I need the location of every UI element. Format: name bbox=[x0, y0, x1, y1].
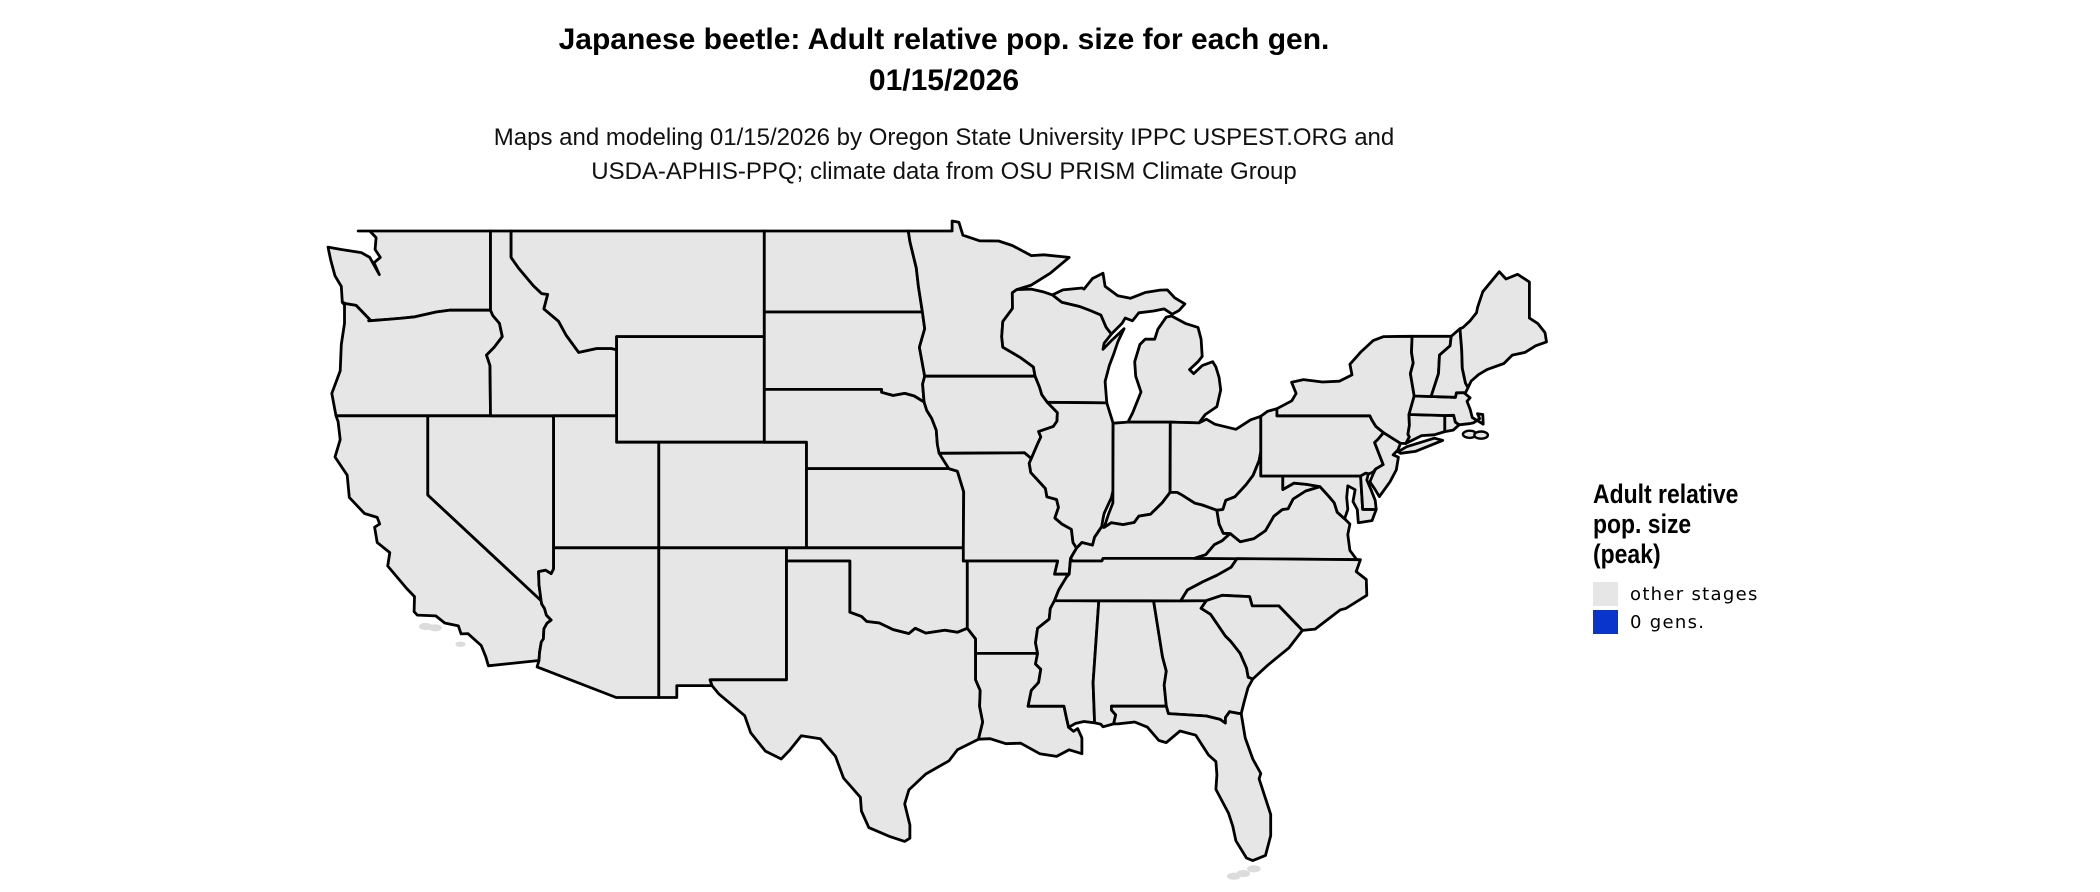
legend-item-other-stages: other stages bbox=[1593, 582, 2063, 606]
legend-title-line3: (peak) bbox=[1593, 539, 1661, 569]
state-co bbox=[657, 440, 808, 550]
state-mi-lp bbox=[1126, 314, 1223, 425]
state-il bbox=[1027, 400, 1115, 550]
state-md bbox=[1281, 474, 1378, 525]
state-nm bbox=[657, 546, 788, 699]
page-title: Japanese beetle: Adult relative pop. siz… bbox=[0, 19, 1888, 101]
state-mi-up bbox=[1051, 271, 1187, 336]
state-az bbox=[535, 546, 661, 699]
legend-title: Adult relative pop. size (peak) bbox=[1593, 479, 1993, 569]
legend-item-0-gens: 0 gens. bbox=[1593, 610, 2063, 634]
legend-items: other stages 0 gens. bbox=[1593, 582, 2063, 634]
island bbox=[1236, 870, 1251, 878]
state-me bbox=[1458, 270, 1548, 390]
legend-title-line2: pop. size bbox=[1593, 509, 1692, 539]
legend-label-0-gens: 0 gens. bbox=[1630, 611, 1706, 633]
map-legend: Adult relative pop. size (peak) other st… bbox=[1593, 479, 2063, 638]
state-or bbox=[330, 300, 504, 418]
state-nd bbox=[762, 229, 924, 314]
page-title-line1: Japanese beetle: Adult relative pop. siz… bbox=[558, 23, 1330, 56]
state-ms bbox=[1026, 599, 1101, 729]
state-wy bbox=[615, 335, 766, 444]
state-nj bbox=[1368, 431, 1402, 499]
island bbox=[455, 641, 466, 647]
page-title-date: 01/15/2026 bbox=[868, 64, 1020, 97]
page-subtitle: Maps and modeling 01/15/2026 by Oregon S… bbox=[0, 121, 1888, 189]
legend-swatch-0-gens bbox=[1593, 610, 1618, 634]
island bbox=[428, 624, 443, 632]
state-pa bbox=[1259, 407, 1385, 478]
state-fl bbox=[1110, 704, 1273, 862]
legend-label-other-stages: other stages bbox=[1630, 583, 1759, 605]
state-tx bbox=[708, 559, 985, 843]
island bbox=[1473, 430, 1490, 440]
state-sc bbox=[1199, 593, 1304, 681]
page-subtitle-line2: USDA-APHIS-PPQ; climate data from OSU PR… bbox=[591, 158, 1297, 185]
legend-swatch-other-stages bbox=[1593, 582, 1618, 606]
state-li bbox=[1396, 436, 1445, 455]
page-subtitle-line1: Maps and modeling 01/15/2026 by Oregon S… bbox=[493, 124, 1395, 151]
island bbox=[1247, 865, 1261, 873]
legend-title-line1: Adult relative bbox=[1593, 479, 1739, 509]
state-ks bbox=[805, 467, 966, 550]
